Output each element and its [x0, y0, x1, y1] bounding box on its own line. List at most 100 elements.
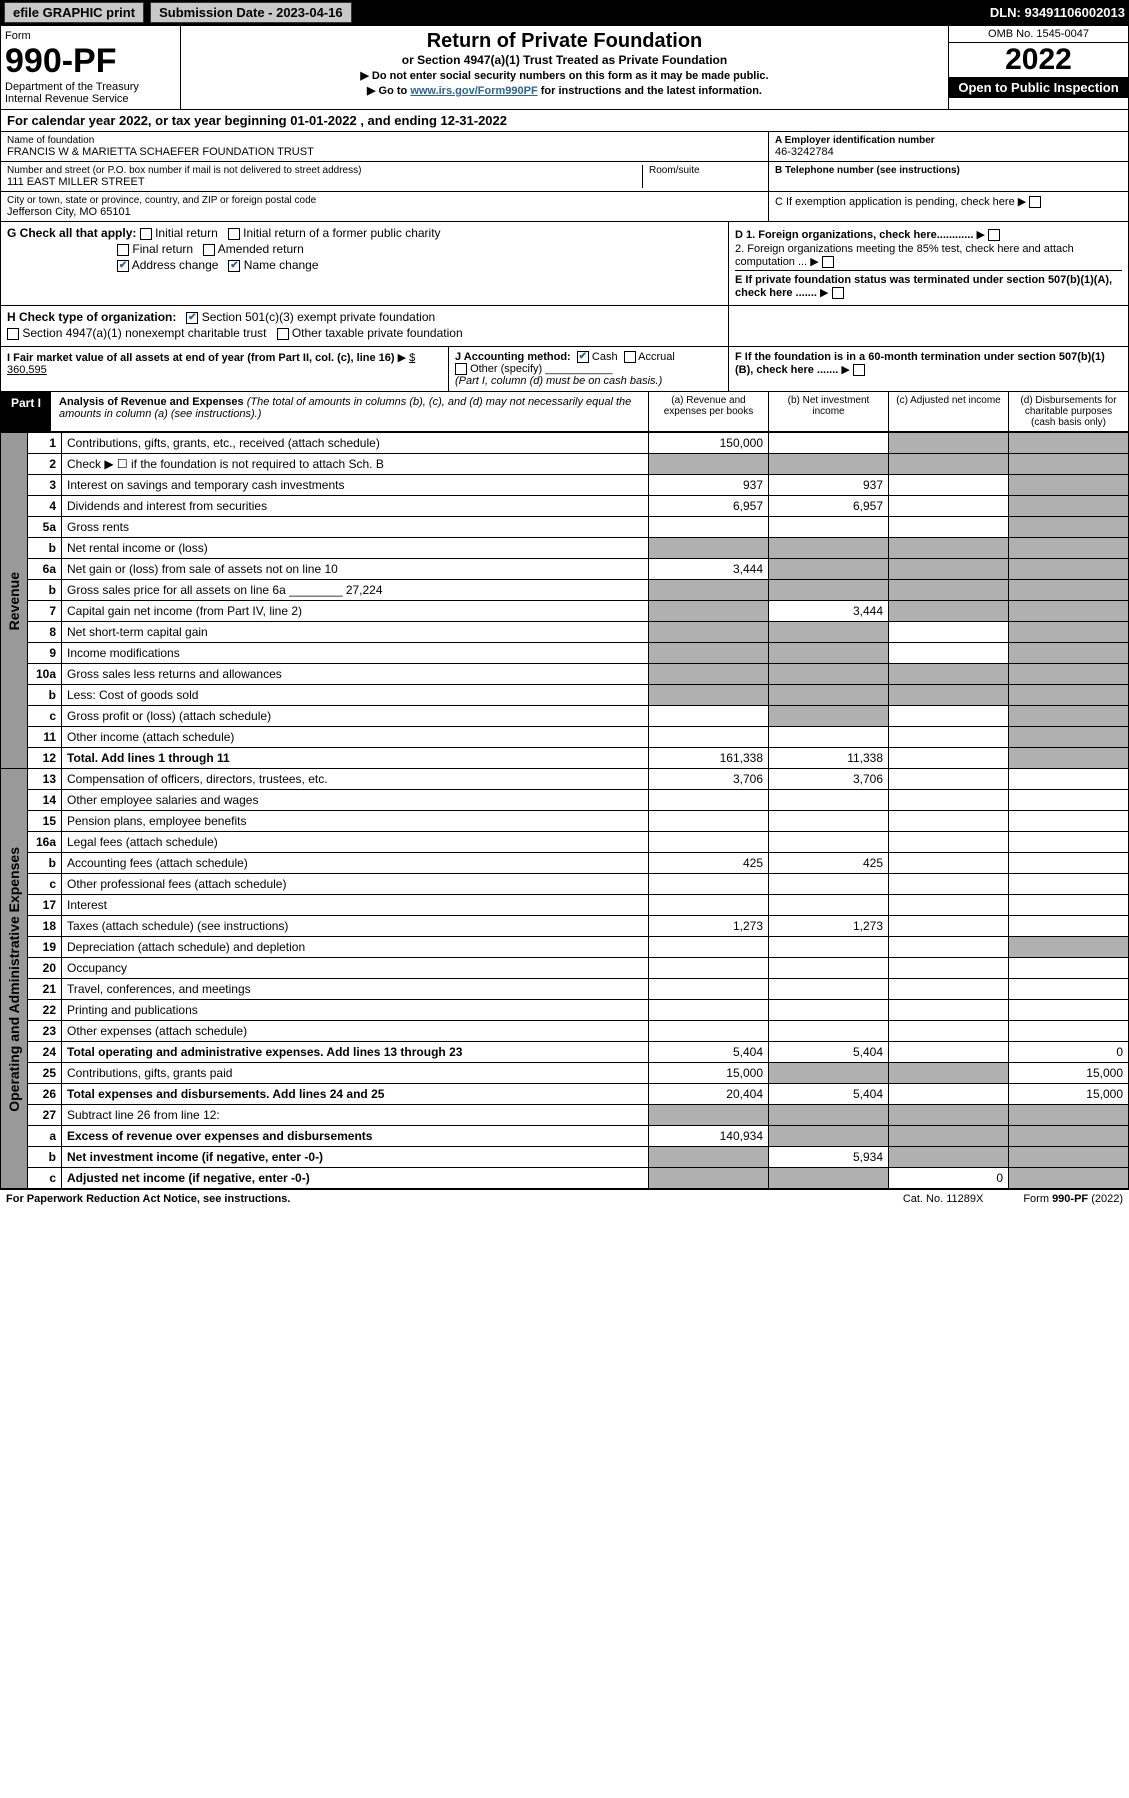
line-col-b [769, 1126, 889, 1147]
line-col-b: 937 [769, 475, 889, 496]
line-col-c [889, 748, 1009, 769]
d1-label: D 1. Foreign organizations, check here..… [735, 229, 973, 241]
name-change-label: Name change [244, 258, 319, 272]
line-col-b [769, 1000, 889, 1021]
amended-return-checkbox[interactable] [203, 244, 215, 256]
line-col-a [649, 685, 769, 706]
h-501c3-checkbox[interactable] [186, 312, 198, 324]
line-col-a [649, 706, 769, 727]
line-col-b [769, 538, 889, 559]
line-col-a [649, 1021, 769, 1042]
submission-date-button[interactable]: Submission Date - 2023-04-16 [150, 2, 352, 23]
line-col-d [1009, 538, 1129, 559]
line-col-a [649, 643, 769, 664]
g-d-block: G Check all that apply: Initial return I… [0, 222, 1129, 306]
omb-number: OMB No. 1545-0047 [949, 26, 1128, 43]
line-col-a [649, 790, 769, 811]
line-desc: Contributions, gifts, grants paid [62, 1063, 649, 1084]
address-change-checkbox[interactable] [117, 260, 129, 272]
line-col-a [649, 811, 769, 832]
line-num: b [28, 853, 62, 874]
i-label: I Fair market value of all assets at end… [7, 352, 395, 364]
f-checkbox[interactable] [853, 364, 865, 376]
address-change-label: Address change [132, 258, 219, 272]
line-num: 23 [28, 1021, 62, 1042]
line-num: 22 [28, 1000, 62, 1021]
efile-print-button[interactable]: efile GRAPHIC print [4, 2, 144, 23]
line-col-b [769, 937, 889, 958]
line-col-a [649, 958, 769, 979]
line-num: 17 [28, 895, 62, 916]
line-col-d [1009, 811, 1129, 832]
line-col-a [649, 1147, 769, 1168]
line-col-c [889, 874, 1009, 895]
line-col-c [889, 853, 1009, 874]
form990pf-link[interactable]: www.irs.gov/Form990PF [410, 85, 537, 97]
e-checkbox[interactable] [832, 287, 844, 299]
dept-label: Department of the Treasury [5, 81, 176, 93]
line-col-d [1009, 1105, 1129, 1126]
line-col-b: 5,404 [769, 1084, 889, 1105]
d2-checkbox[interactable] [822, 256, 834, 268]
line-col-d [1009, 832, 1129, 853]
line-col-c [889, 769, 1009, 790]
line-num: 3 [28, 475, 62, 496]
line-desc: Subtract line 26 from line 12: [62, 1105, 649, 1126]
foundation-name-label: Name of foundation [7, 135, 762, 146]
col-d-header: (d) Disbursements for charitable purpose… [1008, 392, 1128, 431]
form-header: Form 990-PF Department of the Treasury I… [0, 25, 1129, 110]
line-desc: Net investment income (if negative, ente… [62, 1147, 649, 1168]
line-desc: Total expenses and disbursements. Add li… [62, 1084, 649, 1105]
line-desc: Taxes (attach schedule) (see instruction… [62, 916, 649, 937]
j-accrual-label: Accrual [638, 351, 675, 363]
line-col-c [889, 1042, 1009, 1063]
footer: For Paperwork Reduction Act Notice, see … [0, 1189, 1129, 1208]
line-col-c [889, 517, 1009, 538]
form-label: Form [5, 30, 176, 42]
line-col-d [1009, 769, 1129, 790]
line-desc: Compensation of officers, directors, tru… [62, 769, 649, 790]
line-col-b [769, 1063, 889, 1084]
j-accrual-checkbox[interactable] [624, 351, 636, 363]
line-col-c [889, 1084, 1009, 1105]
line-col-d [1009, 790, 1129, 811]
line-num: 10a [28, 664, 62, 685]
line-col-c: 0 [889, 1168, 1009, 1189]
line-col-b: 1,273 [769, 916, 889, 937]
j-cash-checkbox[interactable] [577, 351, 589, 363]
line-col-b [769, 895, 889, 916]
line-col-d [1009, 685, 1129, 706]
d1-checkbox[interactable] [988, 229, 1000, 241]
line-col-b: 425 [769, 853, 889, 874]
room-suite-label: Room/suite [649, 165, 762, 176]
line-col-d [1009, 727, 1129, 748]
h-4947-checkbox[interactable] [7, 328, 19, 340]
f-label: F If the foundation is in a 60-month ter… [735, 351, 1105, 376]
line-desc: Gross rents [62, 517, 649, 538]
line-num: c [28, 1168, 62, 1189]
line-desc: Adjusted net income (if negative, enter … [62, 1168, 649, 1189]
line-col-a: 15,000 [649, 1063, 769, 1084]
h-other-tax-checkbox[interactable] [277, 328, 289, 340]
name-change-checkbox[interactable] [228, 260, 240, 272]
c-pending-checkbox[interactable] [1029, 196, 1041, 208]
initial-former-checkbox[interactable] [228, 228, 240, 240]
line-num: 1 [28, 433, 62, 454]
line-desc: Net rental income or (loss) [62, 538, 649, 559]
line-num: 18 [28, 916, 62, 937]
initial-return-checkbox[interactable] [140, 228, 152, 240]
line-col-b [769, 664, 889, 685]
line-desc: Contributions, gifts, grants, etc., rece… [62, 433, 649, 454]
j-note: (Part I, column (d) must be on cash basi… [455, 375, 722, 387]
ein-value: 46-3242784 [775, 146, 1122, 158]
line-num: 14 [28, 790, 62, 811]
j-other-checkbox[interactable] [455, 363, 467, 375]
line-num: 6a [28, 559, 62, 580]
amended-return-label: Amended return [218, 242, 304, 256]
line-col-d [1009, 916, 1129, 937]
line-desc: Net short-term capital gain [62, 622, 649, 643]
line-col-d [1009, 853, 1129, 874]
final-return-checkbox[interactable] [117, 244, 129, 256]
line-col-a: 150,000 [649, 433, 769, 454]
line-col-b [769, 832, 889, 853]
